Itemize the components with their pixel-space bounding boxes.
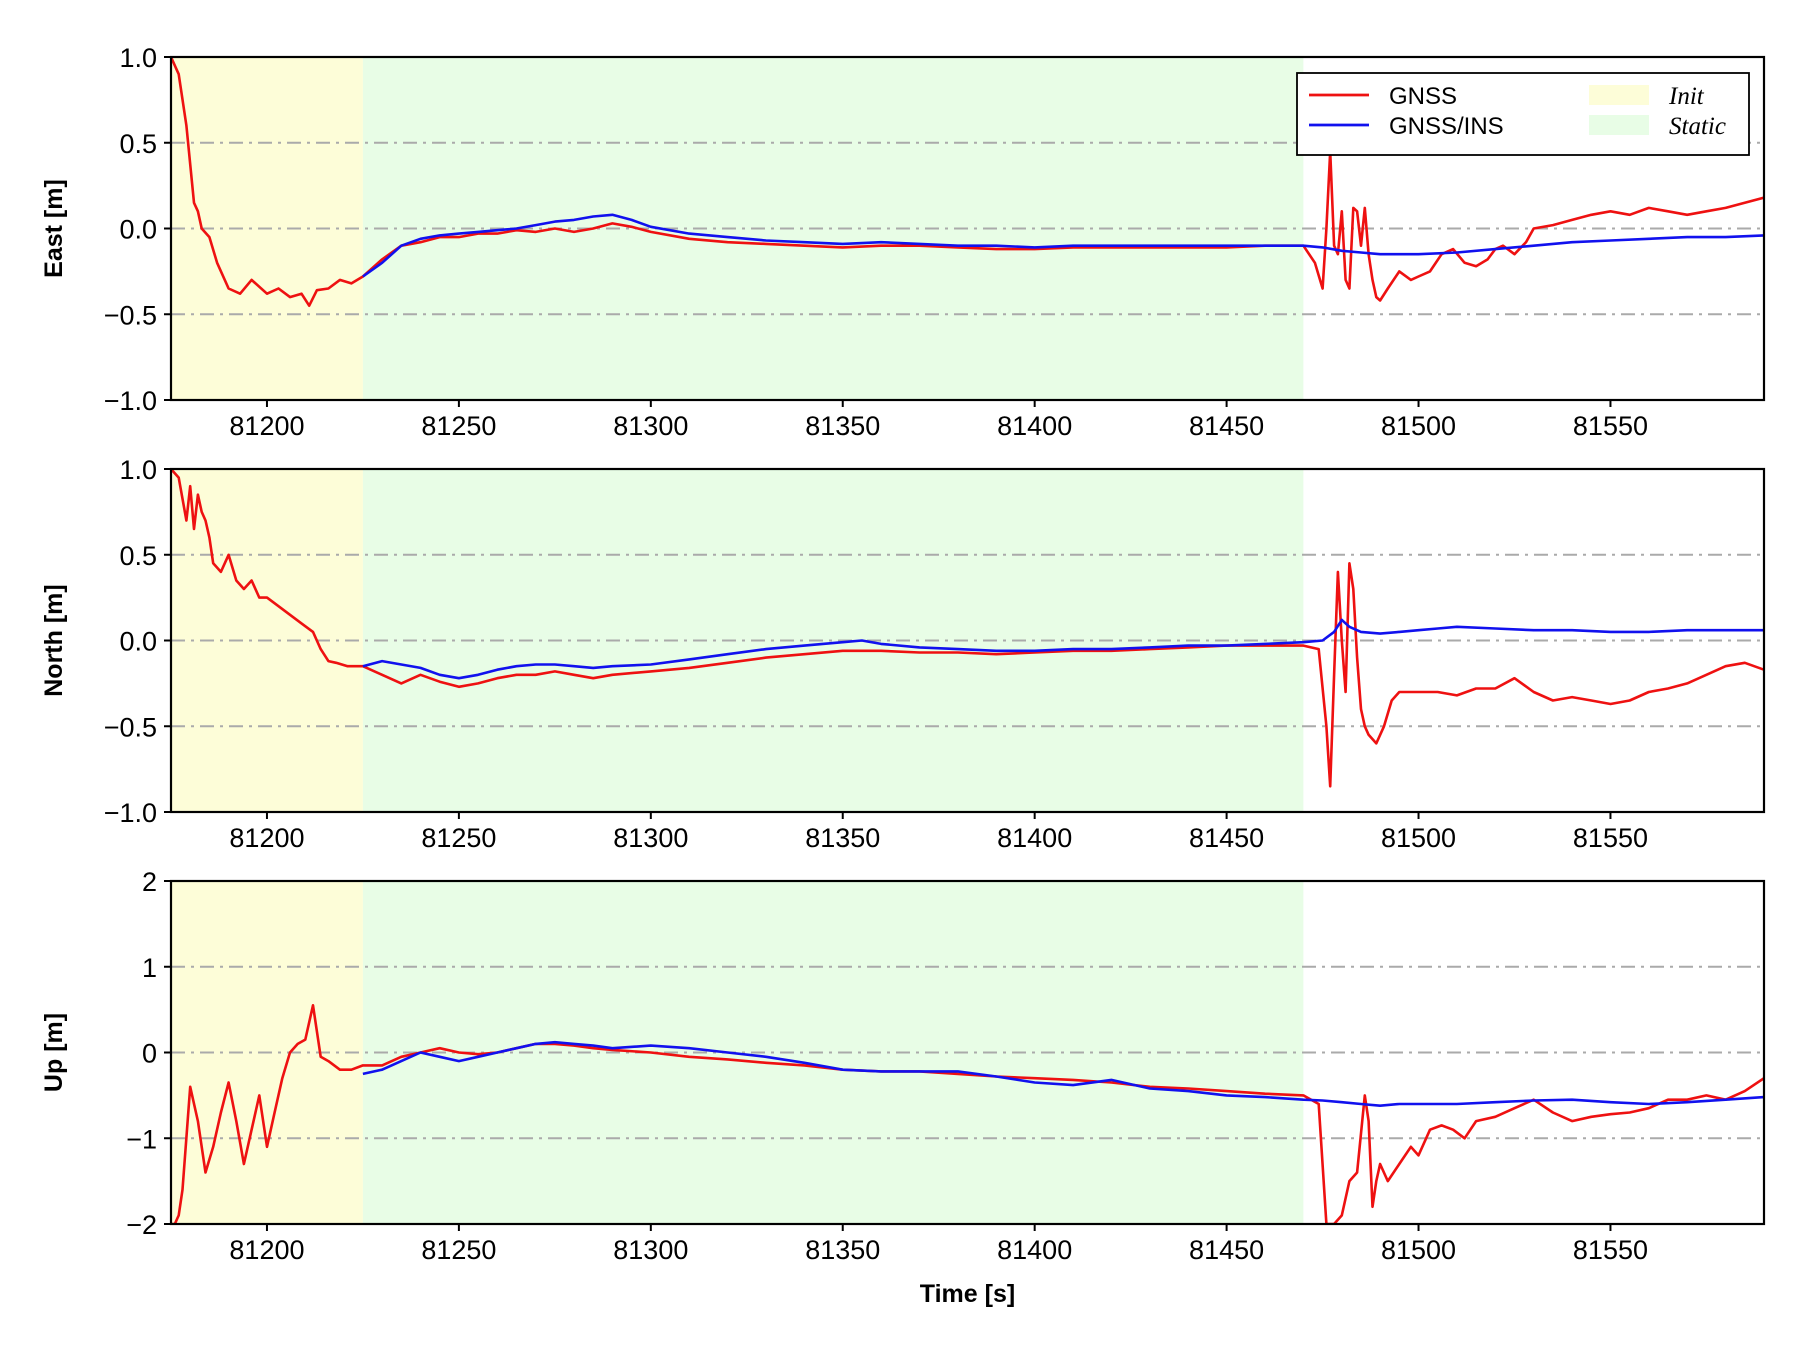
- panel-3: 81200 81250 81300 81350 81400 81450 81500 81550…: [40, 867, 1766, 1308]
- legend-swatch-init: [1589, 85, 1649, 105]
- x-tick-label: 81300: [613, 411, 688, 441]
- x-tick-label: 81350: [805, 823, 880, 853]
- y-tick-label: 0.0: [119, 627, 157, 657]
- series-line-gnss: [171, 469, 1764, 788]
- x-tick-label: 81250: [421, 1235, 496, 1265]
- y-tick-label: 0.5: [119, 541, 157, 571]
- legend-box: [1296, 72, 1750, 156]
- panel-2: 81200 81250 81300 81350 81400 81450 81500 81550…: [40, 455, 1766, 853]
- series-line-gnss-ins: [362, 213, 1764, 278]
- legend: GNSS GNSS/INS Init Static: [1296, 72, 1750, 156]
- x-tick-label: 81450: [1189, 1235, 1264, 1265]
- series-line-gnss-ins: [362, 618, 1764, 680]
- x-tick-label: 81250: [421, 411, 496, 441]
- x-tick-label: 81450: [1189, 411, 1264, 441]
- y-axis-title: East [m]: [40, 179, 68, 278]
- x-tick-label: 81550: [1573, 1235, 1648, 1265]
- y-tick-label: 2: [142, 867, 157, 897]
- y-tick-label: −1.0: [104, 798, 157, 828]
- y-tick-label: 0: [142, 1039, 157, 1069]
- x-axis-title: Time [s]: [920, 1280, 1015, 1308]
- y-tick-label: 1.0: [119, 43, 157, 73]
- legend-label-init: Init: [1668, 83, 1705, 110]
- x-tick-label: 81200: [229, 411, 304, 441]
- series-group: [171, 1004, 1764, 1224]
- x-tick-label: 81400: [997, 1235, 1072, 1265]
- y-tick-label: 1.0: [119, 455, 157, 485]
- y-tick-label: 1: [142, 953, 157, 983]
- x-tick-label: 81200: [229, 1235, 304, 1265]
- x-tick-label: 81400: [997, 823, 1072, 853]
- y-tick-label: −2: [126, 1210, 157, 1240]
- series-group: [171, 57, 1764, 307]
- x-tick-label: 81300: [613, 823, 688, 853]
- x-tick-label: 81500: [1381, 1235, 1456, 1265]
- x-tick-label: 81450: [1189, 823, 1264, 853]
- y-axis-title: North [m]: [40, 584, 68, 696]
- x-tick-label: 81300: [613, 1235, 688, 1265]
- legend-label-gnss: GNSS: [1389, 83, 1457, 110]
- x-tick-label: 81550: [1573, 411, 1648, 441]
- y-tick-label: −1.0: [104, 386, 157, 416]
- x-tick-label: 81350: [805, 411, 880, 441]
- y-tick-label: −0.5: [104, 712, 157, 742]
- y-tick-label: 0.0: [119, 215, 157, 245]
- series-line-gnss-ins: [362, 1040, 1764, 1107]
- x-tick-label: 81500: [1381, 823, 1456, 853]
- legend-label-static: Static: [1669, 113, 1726, 140]
- y-tick-label: −0.5: [104, 300, 157, 330]
- y-tick-label: 0.5: [119, 129, 157, 159]
- legend-swatch-static: [1589, 115, 1649, 135]
- legend-label-gnss-ins: GNSS/INS: [1389, 113, 1504, 140]
- x-tick-label: 81550: [1573, 823, 1648, 853]
- panel-1: 81200 81250 81300 81350 81400 81450 81500 81550…: [40, 43, 1766, 441]
- x-tick-label: 81350: [805, 1235, 880, 1265]
- series-group: [171, 469, 1764, 788]
- x-tick-label: 81250: [421, 823, 496, 853]
- y-tick-label: −1: [126, 1124, 157, 1154]
- x-tick-label: 81500: [1381, 411, 1456, 441]
- x-tick-label: 81200: [229, 823, 304, 853]
- x-tick-label: 81400: [997, 411, 1072, 441]
- y-axis-title: Up [m]: [40, 1013, 68, 1092]
